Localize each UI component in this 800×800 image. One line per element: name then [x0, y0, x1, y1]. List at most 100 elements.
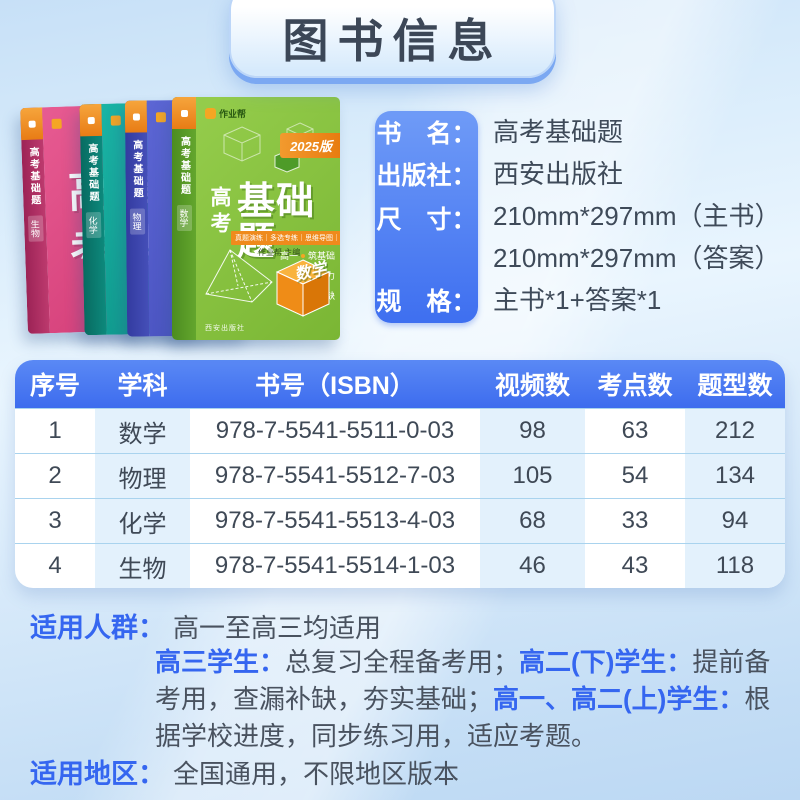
region-label: 适用地区： [30, 759, 165, 789]
dot-icon [300, 253, 305, 258]
book-spine-math: 高考基础题 数学 [172, 97, 196, 340]
orange-cube-icon [275, 259, 331, 317]
spine-title: 高考基础题 [26, 146, 41, 207]
grade-desc: 筑基础 [307, 251, 335, 261]
info-value: 主书*1+答案*1 [493, 285, 662, 315]
spine-subject: 生物 [27, 215, 44, 242]
cover-title-vertical: 高考 [208, 186, 231, 238]
audience-intro: 高一至高三均适用 [173, 613, 382, 643]
info-row-size: 尺 寸： 210mm*297mm（主书） 210mm*297mm（答案） [375, 195, 793, 279]
audience-segment: 根据学校进度，同步练习用，适应考题。 [155, 684, 771, 751]
audience-segment: 高二(下)学生： [519, 647, 693, 677]
cover-face-front: 作业帮 2025版 高考 基础题 真题演练｜多选专练｜思维导图｜答案详解 作业帮… [196, 97, 340, 340]
cover-publisher: 西安出版社 [205, 325, 245, 332]
table-header-row: 序号 学科 书号（ISBN） 视频数 考点数 题型数 [15, 360, 785, 408]
info-label: 出版社： [376, 162, 477, 190]
info-row-publisher: 出版社： 西安出版社 [375, 153, 793, 195]
cover-title: 高考 基础题 [204, 182, 340, 263]
info-row-spec: 规 格： 主书*1+答案*1 [375, 279, 793, 321]
table-row: 4 生物 978-7-5541-5514-1-03 46 43 118 [15, 543, 785, 588]
book-cover-math-front: 高考基础题 数学 作业帮 2025版 高考 基础题 [172, 97, 340, 340]
cell-question-types: 212 [685, 409, 785, 453]
brand-logo-icon [205, 108, 216, 119]
brand-logo-icon [51, 118, 62, 129]
col-header-subject: 学科 [117, 372, 168, 400]
brand-band-icon [172, 97, 196, 129]
cell-subject: 化学 [95, 499, 190, 543]
spine-subject: 化学 [85, 211, 101, 239]
col-header-videos: 视频数 [494, 372, 570, 400]
book-spine-physics: 高考基础题 物理 [124, 100, 150, 337]
spine-subject: 物理 [129, 208, 145, 235]
audience-detail: 高三学生：总复习全程备考用；高二(下)学生：提前备考用，查漏补缺，夯实基础；高一… [155, 644, 773, 755]
audience-row: 适用人群： 高一至高三均适用 [30, 606, 381, 645]
brand-logo: 作业帮 [205, 107, 246, 120]
col-header-isbn: 书号（ISBN） [255, 372, 415, 400]
spine-title: 高考基础题 [85, 142, 99, 204]
cell-index: 4 [48, 552, 62, 579]
spine-title: 高考基础题 [178, 136, 190, 196]
info-labels-background [375, 111, 478, 323]
cover-editor-line: 作业帮 主编 [258, 248, 301, 257]
cell-index: 3 [48, 507, 62, 534]
cell-subject: 生物 [95, 544, 190, 588]
header-banner: 图书信息 [229, 0, 556, 78]
brand-logo-icon [155, 112, 166, 123]
info-label: 尺 寸： [376, 206, 477, 234]
cell-question-types: 134 [685, 454, 785, 498]
spine-subject: 数学 [176, 205, 192, 231]
cell-videos: 105 [480, 454, 585, 498]
info-label: 规 格： [376, 288, 477, 316]
cell-isbn: 978-7-5541-5511-0-03 [215, 417, 455, 444]
audience-segment: 总复习全程备考用； [285, 647, 520, 677]
brand-band-icon [20, 107, 44, 141]
brand-name: 作业帮 [219, 109, 247, 119]
cell-isbn: 978-7-5541-5514-1-03 [214, 552, 456, 579]
info-value: 西安出版社 [493, 159, 624, 189]
table-row: 2 物理 978-7-5541-5512-7-03 105 54 134 [15, 453, 785, 498]
cell-subject: 物理 [95, 454, 190, 498]
cell-exam-points: 63 [621, 417, 649, 444]
audience-label: 适用人群： [30, 613, 165, 643]
cell-isbn: 978-7-5541-5513-4-03 [214, 507, 456, 534]
book-info-panel: 书 名： 高考基础题 出版社： 西安出版社 尺 寸： 210mm*297mm（主… [375, 111, 793, 323]
cell-videos: 98 [480, 409, 585, 453]
col-header-exam-points: 考点数 [597, 372, 673, 400]
cell-exam-points: 54 [621, 462, 649, 489]
audience-segment: 提前备考用，查漏补缺，夯实基础； [155, 647, 771, 714]
cell-exam-points: 33 [621, 507, 649, 534]
cell-question-types: 118 [685, 544, 785, 588]
cell-isbn: 978-7-5541-5512-7-03 [214, 462, 456, 489]
cell-index: 1 [48, 417, 62, 444]
cover-subtitle-banner: 真题演练｜多选专练｜思维导图｜答案详解 [231, 231, 340, 245]
audience-segment: 高一、高二(上)学生： [493, 684, 745, 714]
cell-videos: 68 [480, 499, 585, 543]
isbn-table: 序号 学科 书号（ISBN） 视频数 考点数 题型数 1 数学 978-7-55… [15, 360, 785, 588]
info-value: 高考基础题 [493, 117, 624, 147]
col-header-question-types: 题型数 [697, 372, 773, 400]
table-row: 1 数学 978-7-5541-5511-0-03 98 63 212 [15, 408, 785, 453]
table-row: 3 化学 978-7-5541-5513-4-03 68 33 94 [15, 498, 785, 543]
cell-question-types: 94 [685, 499, 785, 543]
info-row-title: 书 名： 高考基础题 [375, 111, 793, 153]
cell-index: 2 [48, 462, 62, 489]
cell-videos: 46 [480, 544, 585, 588]
info-label: 书 名： [376, 120, 477, 148]
page-title: 图书信息 [282, 15, 503, 67]
book-stack: 高考基础题 生物 高考 高考基础题 化学 高考 高考基础题 [0, 0, 380, 360]
edition-badge: 2025版 [280, 133, 340, 158]
pyramid-drawing-icon [205, 249, 273, 303]
audience-segment: 高三学生： [155, 647, 286, 677]
spine-title: 高考基础题 [130, 139, 143, 200]
brand-band-icon [79, 103, 103, 137]
region-value: 全国通用，不限地区版本 [173, 759, 460, 789]
grade: 高一 [279, 251, 298, 261]
cell-exam-points: 43 [621, 552, 649, 579]
brand-band-icon [124, 100, 148, 133]
info-value: 210mm*297mm（答案） [493, 243, 781, 273]
info-value: 210mm*297mm（主书） [493, 201, 781, 231]
cell-subject: 数学 [95, 409, 190, 453]
region-row: 适用地区： 全国通用，不限地区版本 [30, 752, 459, 791]
col-header-index: 序号 [29, 372, 80, 400]
